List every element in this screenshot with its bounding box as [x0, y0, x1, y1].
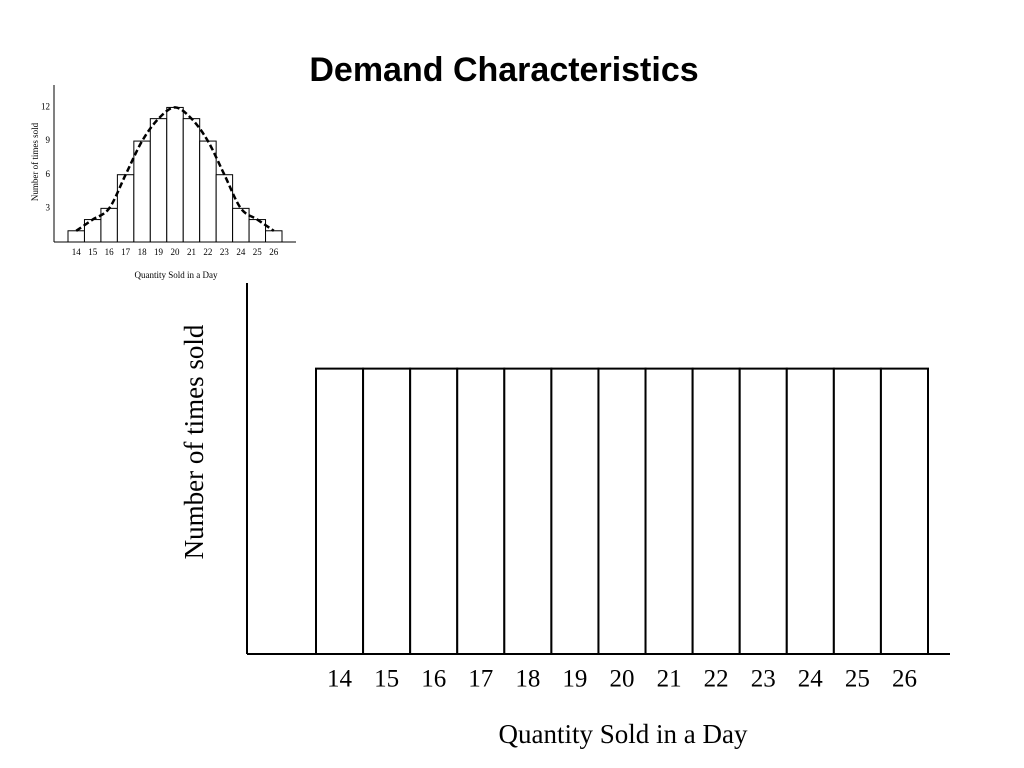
bar — [550, 367, 600, 655]
distribution-curve — [75, 106, 275, 232]
x-tick-label: 18 — [138, 247, 148, 257]
x-tick-label: 22 — [203, 247, 212, 257]
bar — [182, 118, 201, 243]
x-tick-label: 14 — [327, 666, 353, 693]
y-tick-label: 6 — [46, 169, 51, 179]
bar — [133, 140, 151, 243]
bar — [597, 367, 647, 655]
bar — [265, 230, 283, 243]
x-tick-label: 16 — [105, 247, 115, 257]
bar — [456, 367, 506, 655]
x-tick-label: 18 — [515, 666, 540, 693]
x-tick-label: 21 — [657, 666, 682, 693]
x-tick-label: 21 — [187, 247, 196, 257]
x-tick-label: 26 — [892, 666, 917, 693]
x-tick-label: 15 — [374, 666, 399, 693]
bar — [315, 367, 365, 655]
bar — [691, 367, 741, 655]
x-tick-label: 24 — [798, 666, 824, 693]
y-axis-label: Number of times sold — [179, 324, 209, 559]
x-tick-label: 17 — [468, 666, 493, 693]
bar — [785, 367, 835, 655]
x-tick-label: 14 — [72, 247, 82, 257]
y-tick-label: 9 — [46, 135, 51, 145]
x-tick-label: 22 — [704, 666, 729, 693]
x-tick-label: 15 — [88, 247, 98, 257]
x-tick-label: 20 — [610, 666, 635, 693]
x-tick-label: 25 — [253, 247, 263, 257]
bar — [362, 367, 412, 655]
y-tick-label: 3 — [46, 202, 51, 212]
x-tick-label: 23 — [220, 247, 230, 257]
x-tick-label: 26 — [269, 247, 279, 257]
bar — [738, 367, 788, 655]
x-axis-label: Quantity Sold in a Day — [499, 719, 748, 749]
bar — [644, 367, 694, 655]
y-axis-label: Number of times sold — [30, 122, 40, 201]
bar — [503, 367, 553, 655]
bar — [166, 106, 184, 243]
x-tick-label: 23 — [751, 666, 776, 693]
x-tick-label: 24 — [236, 247, 246, 257]
bar — [215, 174, 234, 243]
bar — [67, 230, 85, 243]
x-tick-label: 19 — [562, 666, 587, 693]
bar — [248, 219, 267, 243]
x-tick-label: 17 — [121, 247, 131, 257]
bar — [409, 367, 459, 655]
x-tick-label: 25 — [845, 666, 870, 693]
bar — [879, 367, 930, 655]
bar — [199, 140, 217, 243]
x-axis-label: Quantity Sold in a Day — [135, 270, 218, 280]
bar — [149, 118, 168, 243]
x-tick-label: 19 — [154, 247, 164, 257]
y-tick-label: 12 — [41, 101, 50, 111]
x-tick-label: 16 — [421, 666, 446, 693]
bar — [232, 207, 250, 243]
x-tick-label: 20 — [171, 247, 181, 257]
bar — [832, 367, 882, 655]
slide-title: Demand Characteristics — [309, 51, 698, 89]
